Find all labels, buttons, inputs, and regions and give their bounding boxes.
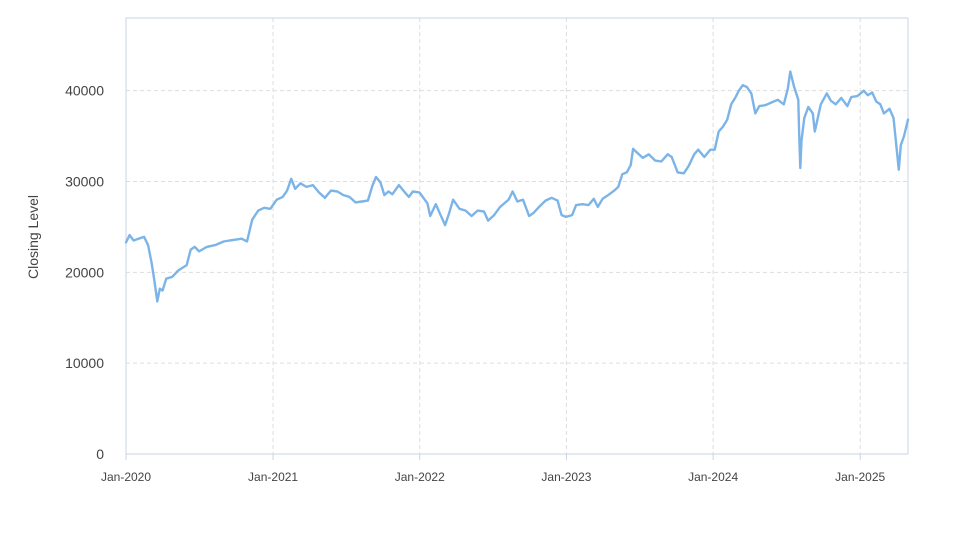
y-axis-ticks: 0 10000 20000 30000 40000 — [65, 83, 104, 462]
plot-frame — [125, 17, 909, 455]
x-tick-label: Jan-2021 — [248, 470, 298, 484]
x-tick-label: Jan-2023 — [541, 470, 591, 484]
series-layer — [124, 70, 910, 303]
y-tick-label: 30000 — [65, 174, 104, 190]
y-tick-label: 10000 — [65, 355, 104, 371]
y-tick-label: 20000 — [65, 264, 104, 280]
y-axis-title: Closing Level — [25, 195, 41, 279]
x-tick-label: Jan-2025 — [835, 470, 885, 484]
x-tick-label: Jan-2020 — [101, 470, 151, 484]
chart-grid — [126, 18, 908, 454]
y-tick-label: 40000 — [65, 83, 104, 99]
y-tick-label: 0 — [96, 446, 104, 462]
x-tick-label: Jan-2024 — [688, 470, 738, 484]
x-axis-ticks: Jan-2020 Jan-2021 Jan-2022 Jan-2023 Jan-2024… — [101, 454, 886, 484]
series-line — [124, 70, 910, 303]
x-tick-label: Jan-2022 — [395, 470, 445, 484]
